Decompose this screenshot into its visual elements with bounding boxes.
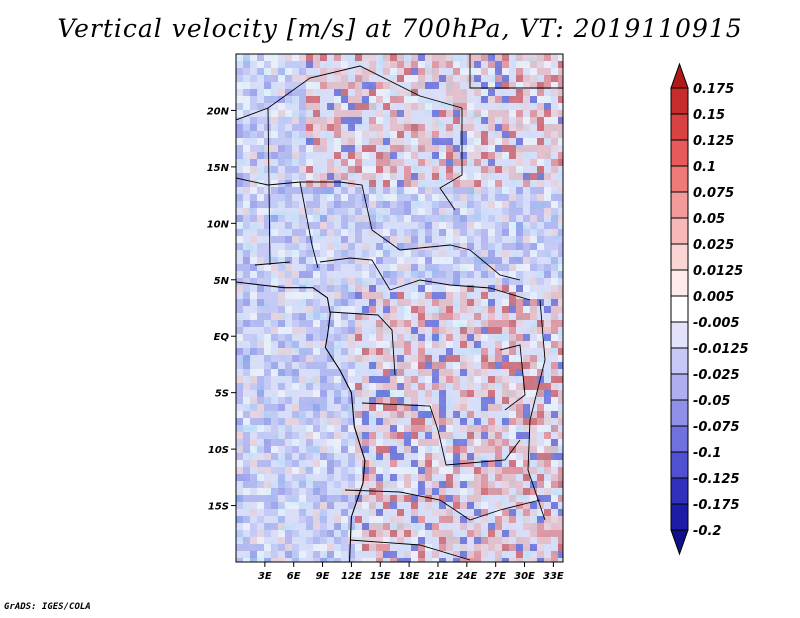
colorbar-label: 0.1 (693, 160, 716, 175)
lat-tick-label: EQ (214, 332, 230, 343)
colorbar-swatch (670, 243, 689, 271)
lon-tick-label: 9E (316, 571, 330, 582)
colorbar-label: -0.005 (693, 316, 740, 331)
lat-tick-label: 15N (207, 163, 230, 174)
lat-tick-label: 5N (214, 276, 230, 287)
coastline (236, 281, 366, 562)
colorbar-label: 0.005 (693, 290, 734, 305)
lat-tick-label: 10S (208, 445, 229, 456)
lon-tick-label: 30E (514, 571, 535, 582)
lon-tick-label: 15E (370, 571, 391, 582)
lat-tick-label: 20N (207, 106, 230, 117)
colorbar-swatch (670, 217, 689, 245)
map-title: Vertical velocity [m/s] at 700hPa, VT: 2… (57, 14, 743, 43)
lon-tick-label: 24E (456, 571, 477, 582)
colorbar-label: -0.1 (693, 446, 721, 461)
lon-tick-label: 27E (485, 571, 506, 582)
colorbar-label: 0.025 (693, 238, 734, 253)
colorbar-label: -0.075 (693, 420, 740, 435)
colorbar-swatch (670, 425, 689, 453)
colorbar-label: 0.175 (693, 82, 734, 97)
colorbar-swatch (670, 347, 689, 375)
colorbar-label: 0.15 (693, 108, 725, 123)
colorbar-swatch (670, 191, 689, 219)
colorbar-label: -0.0125 (693, 342, 749, 357)
colorbar-swatch (670, 269, 689, 297)
colorbar-label: -0.05 (693, 394, 730, 409)
colorbar-label: -0.025 (693, 368, 740, 383)
colorbar-swatch (670, 139, 689, 167)
colorbar-label: -0.2 (693, 524, 721, 539)
lon-tick-label: 21E (428, 571, 449, 582)
lon-tick-label: 18E (399, 571, 420, 582)
colorbar-label: 0.0125 (693, 264, 743, 279)
colorbar-swatch (670, 399, 689, 427)
colorbar: 0.175 0.15 0.125 0.1 0.075 0.05 0.025 0.0125 0.0… (670, 62, 749, 556)
colorbar-label: -0.175 (693, 498, 740, 513)
lon-tick-label: 12E (341, 571, 362, 582)
colorbar-swatch (670, 295, 689, 323)
colorbar-swatch (670, 321, 689, 349)
colorbar-top-arrow (670, 62, 689, 89)
colorbar-label: 0.05 (693, 212, 725, 227)
lat-tick-label: 10N (207, 219, 230, 230)
grads-credit: GrADS: IGES/COLA (4, 602, 91, 612)
lat-tick-label: 15S (208, 502, 229, 513)
colorbar-label: 0.075 (693, 186, 734, 201)
lat-tick-label: 5S (215, 389, 229, 400)
colorbar-label: 0.125 (693, 134, 734, 149)
lon-tick-label: 33E (543, 571, 564, 582)
colorbar-swatch (670, 87, 689, 115)
colorbar-bottom-arrow (670, 529, 689, 556)
colorbar-swatch (670, 451, 689, 479)
colorbar-label: -0.125 (693, 472, 740, 487)
velocity-field (236, 54, 563, 562)
colorbar-swatch (670, 503, 689, 531)
colorbar-swatch (670, 373, 689, 401)
colorbar-swatch (670, 477, 689, 505)
lon-tick-label: 6E (287, 571, 301, 582)
colorbar-swatch (670, 165, 689, 193)
lon-tick-label: 3E (258, 571, 272, 582)
colorbar-swatch (670, 113, 689, 141)
